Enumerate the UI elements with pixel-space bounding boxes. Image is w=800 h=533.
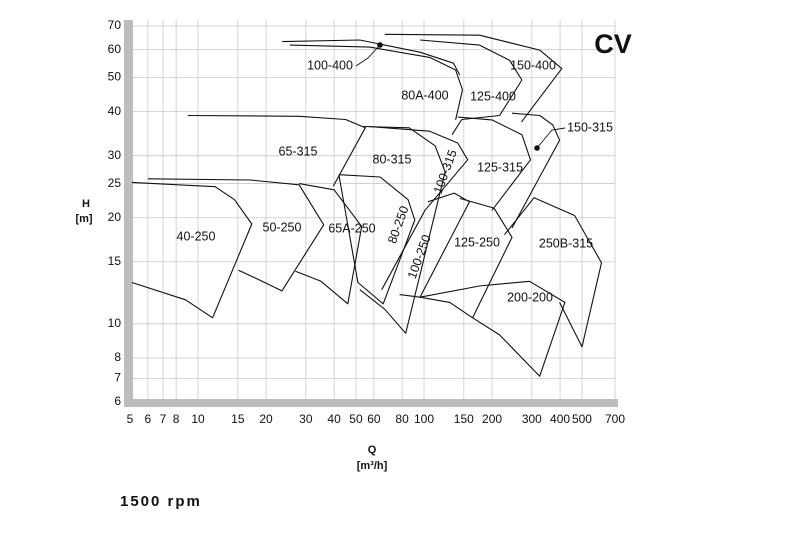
pump-range-outline (187, 114, 366, 187)
pump-label: 125-400 (470, 89, 516, 103)
x-tick-label: 150 (454, 412, 474, 426)
pointer-leader (355, 44, 381, 67)
pump-label: 40-250 (177, 229, 216, 243)
y-tick-label: 7 (114, 371, 121, 385)
y-axis-label: H (82, 198, 90, 210)
pump-range-outline (359, 125, 446, 334)
x-tick-label: 7 (160, 412, 167, 426)
pump-range-outline (338, 174, 416, 305)
y-tick-label: 6 (114, 394, 121, 408)
x-tick-label: 6 (145, 412, 152, 426)
x-axis-unit: [m³/h] (357, 460, 388, 472)
x-tick-label: 20 (259, 412, 273, 426)
y-tick-label: 8 (114, 350, 121, 364)
pump-range-outline (457, 116, 532, 211)
chart-title: CV (594, 29, 632, 59)
x-tick-label: 80 (395, 412, 409, 426)
pump-range-outline (368, 125, 469, 290)
y-tick-label: 30 (108, 148, 122, 162)
x-axis-bar (124, 399, 618, 407)
y-tick-label: 70 (108, 18, 122, 32)
pump-range-outline (419, 39, 523, 135)
x-tick-label: 10 (191, 412, 205, 426)
pump-label: 65-315 (279, 144, 318, 158)
y-tick-label: 40 (108, 104, 122, 118)
pump-range-outline (419, 197, 513, 319)
pump-label: 125-250 (454, 235, 500, 249)
pointer-dot (377, 42, 383, 48)
speed-note: 1500 rpm (120, 493, 202, 510)
x-tick-label: 200 (482, 412, 502, 426)
pump-range-outline (399, 192, 471, 298)
pointer-leader (536, 127, 566, 149)
pump-label: 100-400 (307, 58, 353, 72)
x-tick-label: 40 (327, 412, 341, 426)
pointer-dot (534, 145, 540, 151)
pump-range-outline (282, 39, 461, 76)
y-tick-label: 50 (108, 70, 122, 84)
x-tick-label: 50 (349, 412, 363, 426)
x-tick-label: 700 (605, 412, 625, 426)
pump-range-outline (131, 181, 253, 319)
y-tick-label: 20 (108, 210, 122, 224)
pump-label: 150-315 (567, 120, 613, 134)
pump-range-outline (504, 197, 603, 348)
pump-label: 50-250 (263, 220, 302, 234)
pump-label: 150-400 (510, 58, 556, 72)
y-axis-bar (124, 20, 133, 407)
pump-label: 200-200 (507, 290, 553, 304)
pump-label: 80A-400 (401, 88, 448, 102)
x-tick-label: 60 (367, 412, 381, 426)
x-tick-label: 300 (522, 412, 542, 426)
pump-range-outline (289, 44, 464, 121)
ticks: 5 6 7 8 10 15 20 30 40 50 60 80 100 150 200 300 400 500 70… (108, 18, 626, 426)
pump-label: 125-315 (477, 160, 523, 174)
pump-label: 250B-315 (539, 236, 593, 250)
x-tick-label: 500 (572, 412, 592, 426)
x-axis-label: Q (368, 444, 377, 456)
x-tick-label: 5 (127, 412, 134, 426)
x-tick-label: 30 (299, 412, 313, 426)
curves (131, 33, 603, 377)
y-tick-label: 60 (108, 42, 122, 56)
pump-label: 80-315 (373, 152, 412, 166)
y-axis-unit: [m] (75, 213, 92, 225)
x-tick-label: 8 (173, 412, 180, 426)
y-tick-label: 10 (108, 316, 122, 330)
x-tick-label: 400 (550, 412, 570, 426)
x-tick-label: 15 (231, 412, 245, 426)
pump-range-outline (419, 280, 566, 377)
pump-range-outline (384, 33, 563, 123)
pump-range-outline (147, 178, 325, 292)
y-tick-label: 25 (108, 176, 122, 190)
pump-range-outline (511, 112, 561, 229)
x-tick-label: 100 (414, 412, 434, 426)
y-tick-label: 15 (108, 254, 122, 268)
pump-label: 65A-250 (328, 221, 375, 235)
